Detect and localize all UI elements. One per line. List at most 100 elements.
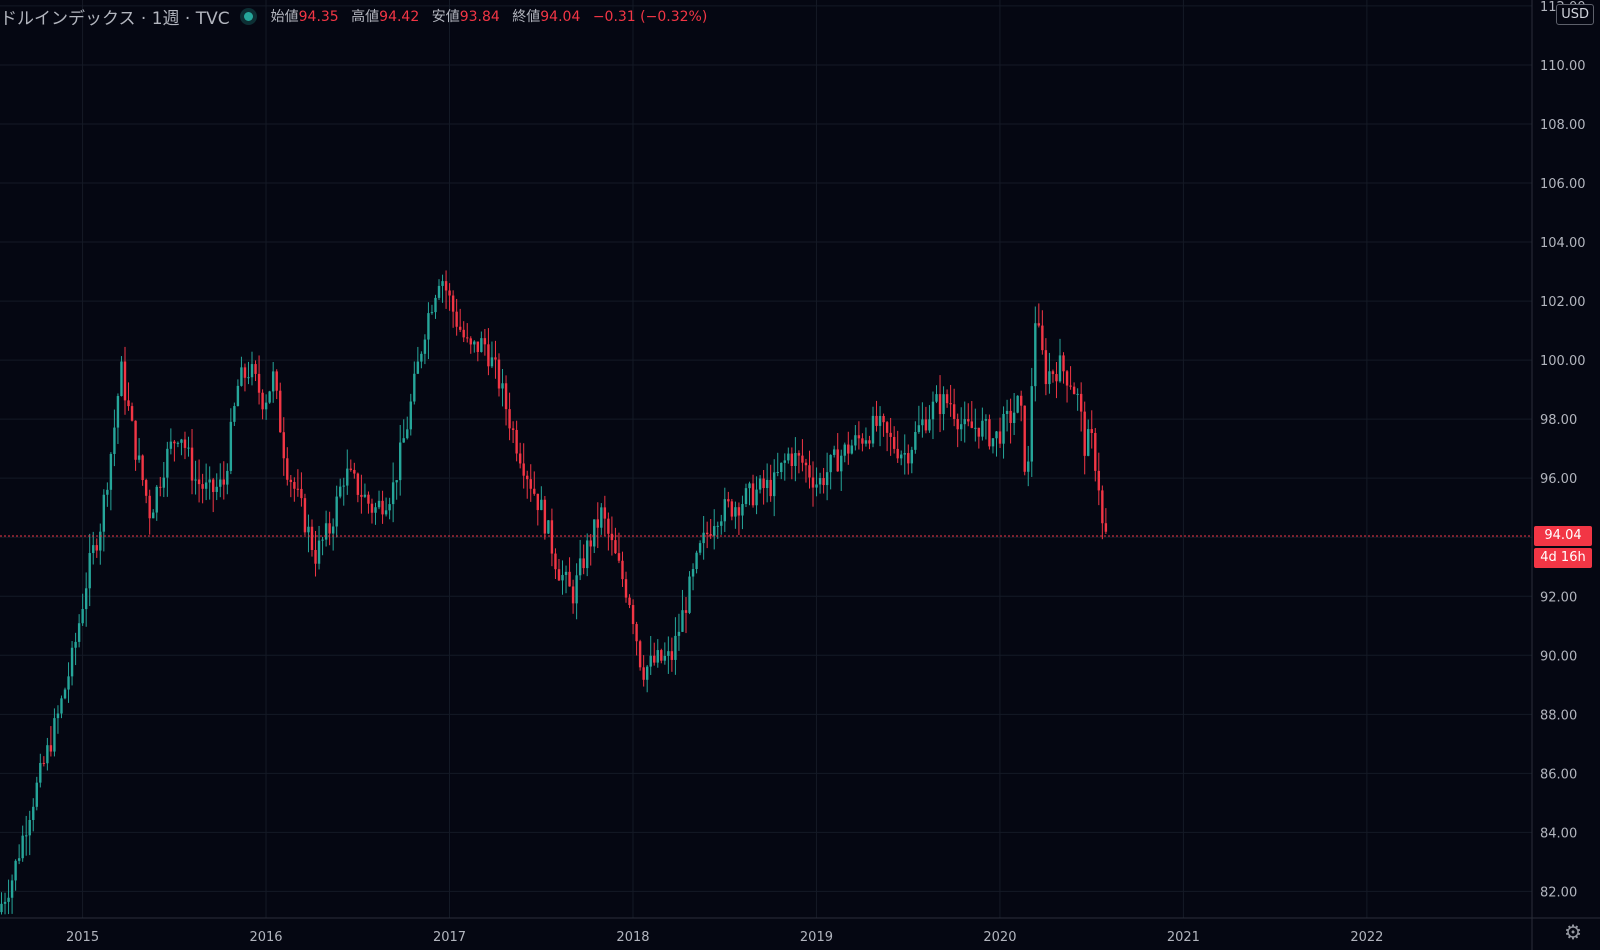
candle-body <box>141 455 144 481</box>
candle-body <box>254 364 257 374</box>
candle <box>268 390 271 404</box>
candle-body <box>293 482 296 489</box>
candle-body <box>709 534 712 536</box>
candle <box>1104 508 1108 535</box>
candle-body <box>303 498 307 533</box>
candle <box>148 489 151 535</box>
candle <box>497 353 501 397</box>
candle-body <box>317 540 321 564</box>
candle-body <box>420 353 423 362</box>
candle-body <box>46 745 49 764</box>
candle-body <box>197 479 201 485</box>
candle-body <box>427 313 430 340</box>
candle <box>910 446 914 474</box>
candle <box>674 617 677 675</box>
candle-body <box>600 507 603 528</box>
candle <box>586 533 589 577</box>
candle <box>420 351 423 369</box>
candle <box>42 756 46 767</box>
candle <box>264 394 268 420</box>
candle <box>723 487 727 532</box>
candle <box>864 427 868 447</box>
candle <box>81 593 84 626</box>
candle-body <box>885 422 889 433</box>
candle <box>219 463 222 498</box>
candle <box>892 426 896 454</box>
candle <box>307 514 310 553</box>
candle-body <box>624 579 628 598</box>
candle <box>10 874 14 914</box>
candle-body <box>751 483 755 506</box>
candle-body <box>476 341 480 352</box>
gear-icon[interactable]: ⚙ <box>1564 920 1582 944</box>
candle-body <box>511 428 515 430</box>
candle <box>889 417 892 456</box>
candle-body <box>543 499 547 534</box>
candle <box>847 431 850 465</box>
candle-body <box>582 558 585 569</box>
candle-body <box>60 698 63 714</box>
candle <box>617 532 621 564</box>
candle-body <box>7 897 10 902</box>
candle <box>526 470 529 499</box>
candle <box>314 530 317 577</box>
time-tick-label: 2021 <box>1167 930 1200 945</box>
candle <box>28 810 31 856</box>
candle-body <box>832 449 836 455</box>
candle <box>137 438 141 463</box>
candle <box>56 705 60 734</box>
symbol-title[interactable]: ドルインデックス · 1週 · TVC <box>0 8 230 29</box>
candle-body <box>24 835 28 837</box>
bar-countdown-tag: 4d 16h <box>1534 548 1592 569</box>
candle <box>663 642 667 665</box>
currency-button[interactable]: USD <box>1556 4 1594 25</box>
candle-body <box>504 383 508 410</box>
candle <box>995 430 998 457</box>
candle <box>571 579 575 614</box>
candle <box>130 402 134 422</box>
candle <box>843 442 846 463</box>
candle-body <box>564 571 568 575</box>
candle <box>236 379 240 407</box>
candle-body <box>328 523 331 534</box>
candle-body <box>787 453 790 461</box>
candle <box>670 637 674 672</box>
candle-body <box>829 454 832 473</box>
candle-body <box>861 438 864 444</box>
candle-body <box>741 504 744 516</box>
candle <box>533 471 536 496</box>
candle-body <box>1058 355 1062 382</box>
candle <box>215 473 218 501</box>
candle-body <box>363 494 367 497</box>
candle-body <box>455 311 458 327</box>
candle-body <box>550 520 554 554</box>
candle-body <box>617 553 621 561</box>
candle-body <box>194 479 197 481</box>
candle <box>543 495 547 540</box>
candle-body <box>907 453 910 464</box>
candle-body <box>804 462 808 466</box>
candle <box>1055 362 1058 399</box>
candle <box>388 497 391 520</box>
candle <box>547 519 550 535</box>
candle-body <box>240 367 243 386</box>
candle-body <box>822 478 825 486</box>
candle-body <box>462 329 465 338</box>
price-tick-label: 88.00 <box>1540 708 1577 723</box>
candle-body <box>649 655 652 667</box>
candle <box>384 497 388 517</box>
candle <box>1041 310 1044 355</box>
candle <box>1094 427 1097 482</box>
candle-body <box>211 479 215 492</box>
candle <box>871 406 875 448</box>
candle-body <box>402 438 405 443</box>
candle-body <box>988 419 991 447</box>
candle-body <box>501 383 504 389</box>
candle-body <box>808 465 811 478</box>
candle-body <box>1094 432 1097 471</box>
candle <box>656 639 659 668</box>
candle <box>335 485 338 538</box>
candle <box>367 491 370 514</box>
candle-body <box>360 494 363 497</box>
